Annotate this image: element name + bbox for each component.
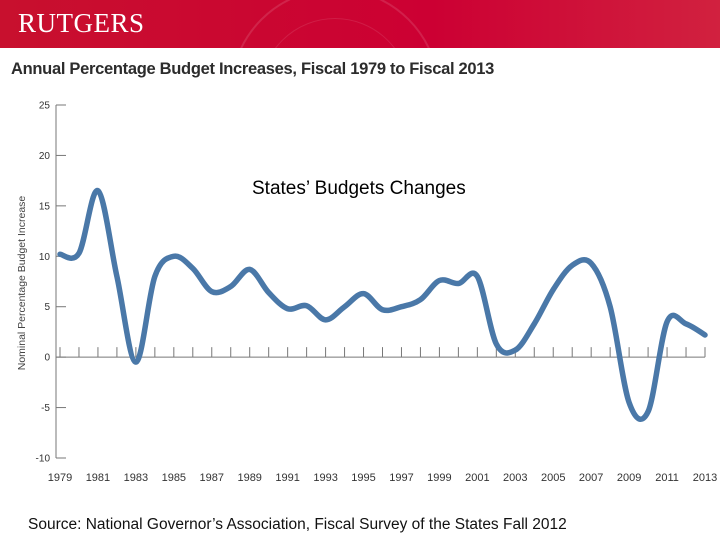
y-tick-label: 0 xyxy=(44,353,50,364)
y-tick-label: -5 xyxy=(41,403,50,414)
overlay-title: States’ Budgets Changes xyxy=(252,178,466,199)
x-axis: 1979 1981 1983 1985 1987 1989 1991 1993 1995 1997… xyxy=(48,347,717,484)
x-tick-label: 2007 xyxy=(579,472,603,484)
brand-logo: RUTGERS xyxy=(18,8,145,38)
x-tick-label: 1981 xyxy=(86,472,110,484)
x-tick-label: 1991 xyxy=(275,472,299,484)
series-line xyxy=(57,187,708,422)
x-tick-label: 1979 xyxy=(48,472,72,484)
x-tick-label: 1989 xyxy=(237,472,261,484)
x-tick-label: 2013 xyxy=(693,472,717,484)
y-axis: 25 20 15 10 5 0 -5 -10 xyxy=(36,101,66,465)
x-tick-label: 2001 xyxy=(465,472,489,484)
x-tick-label: 2011 xyxy=(655,472,679,484)
x-tick-label: 1995 xyxy=(351,472,375,484)
header-bar: RUTGERS xyxy=(0,0,720,48)
x-tick-label: 2003 xyxy=(503,472,527,484)
chart-title: Annual Percentage Budget Increases, Fisc… xyxy=(11,60,495,78)
x-tick-label: 1983 xyxy=(124,472,148,484)
y-tick-label: 10 xyxy=(39,252,51,263)
x-tick-label: 1987 xyxy=(200,472,224,484)
y-tick-label: -10 xyxy=(36,454,51,465)
x-tick-label: 1997 xyxy=(389,472,413,484)
x-tick-label: 1993 xyxy=(313,472,337,484)
y-tick-label: 15 xyxy=(39,201,51,212)
x-tick-label: 2005 xyxy=(541,472,565,484)
x-tick-label: 2009 xyxy=(617,472,641,484)
y-axis-label: Nominal Percentage Budget Increase xyxy=(16,196,28,371)
y-tick-label: 25 xyxy=(39,101,51,112)
y-tick-label: 20 xyxy=(39,151,51,162)
x-tick-label: 1985 xyxy=(162,472,186,484)
y-tick-label: 5 xyxy=(44,302,50,313)
source-note: Source: National Governor’s Association,… xyxy=(28,516,567,533)
x-tick-label: 1999 xyxy=(427,472,451,484)
series xyxy=(57,187,708,422)
